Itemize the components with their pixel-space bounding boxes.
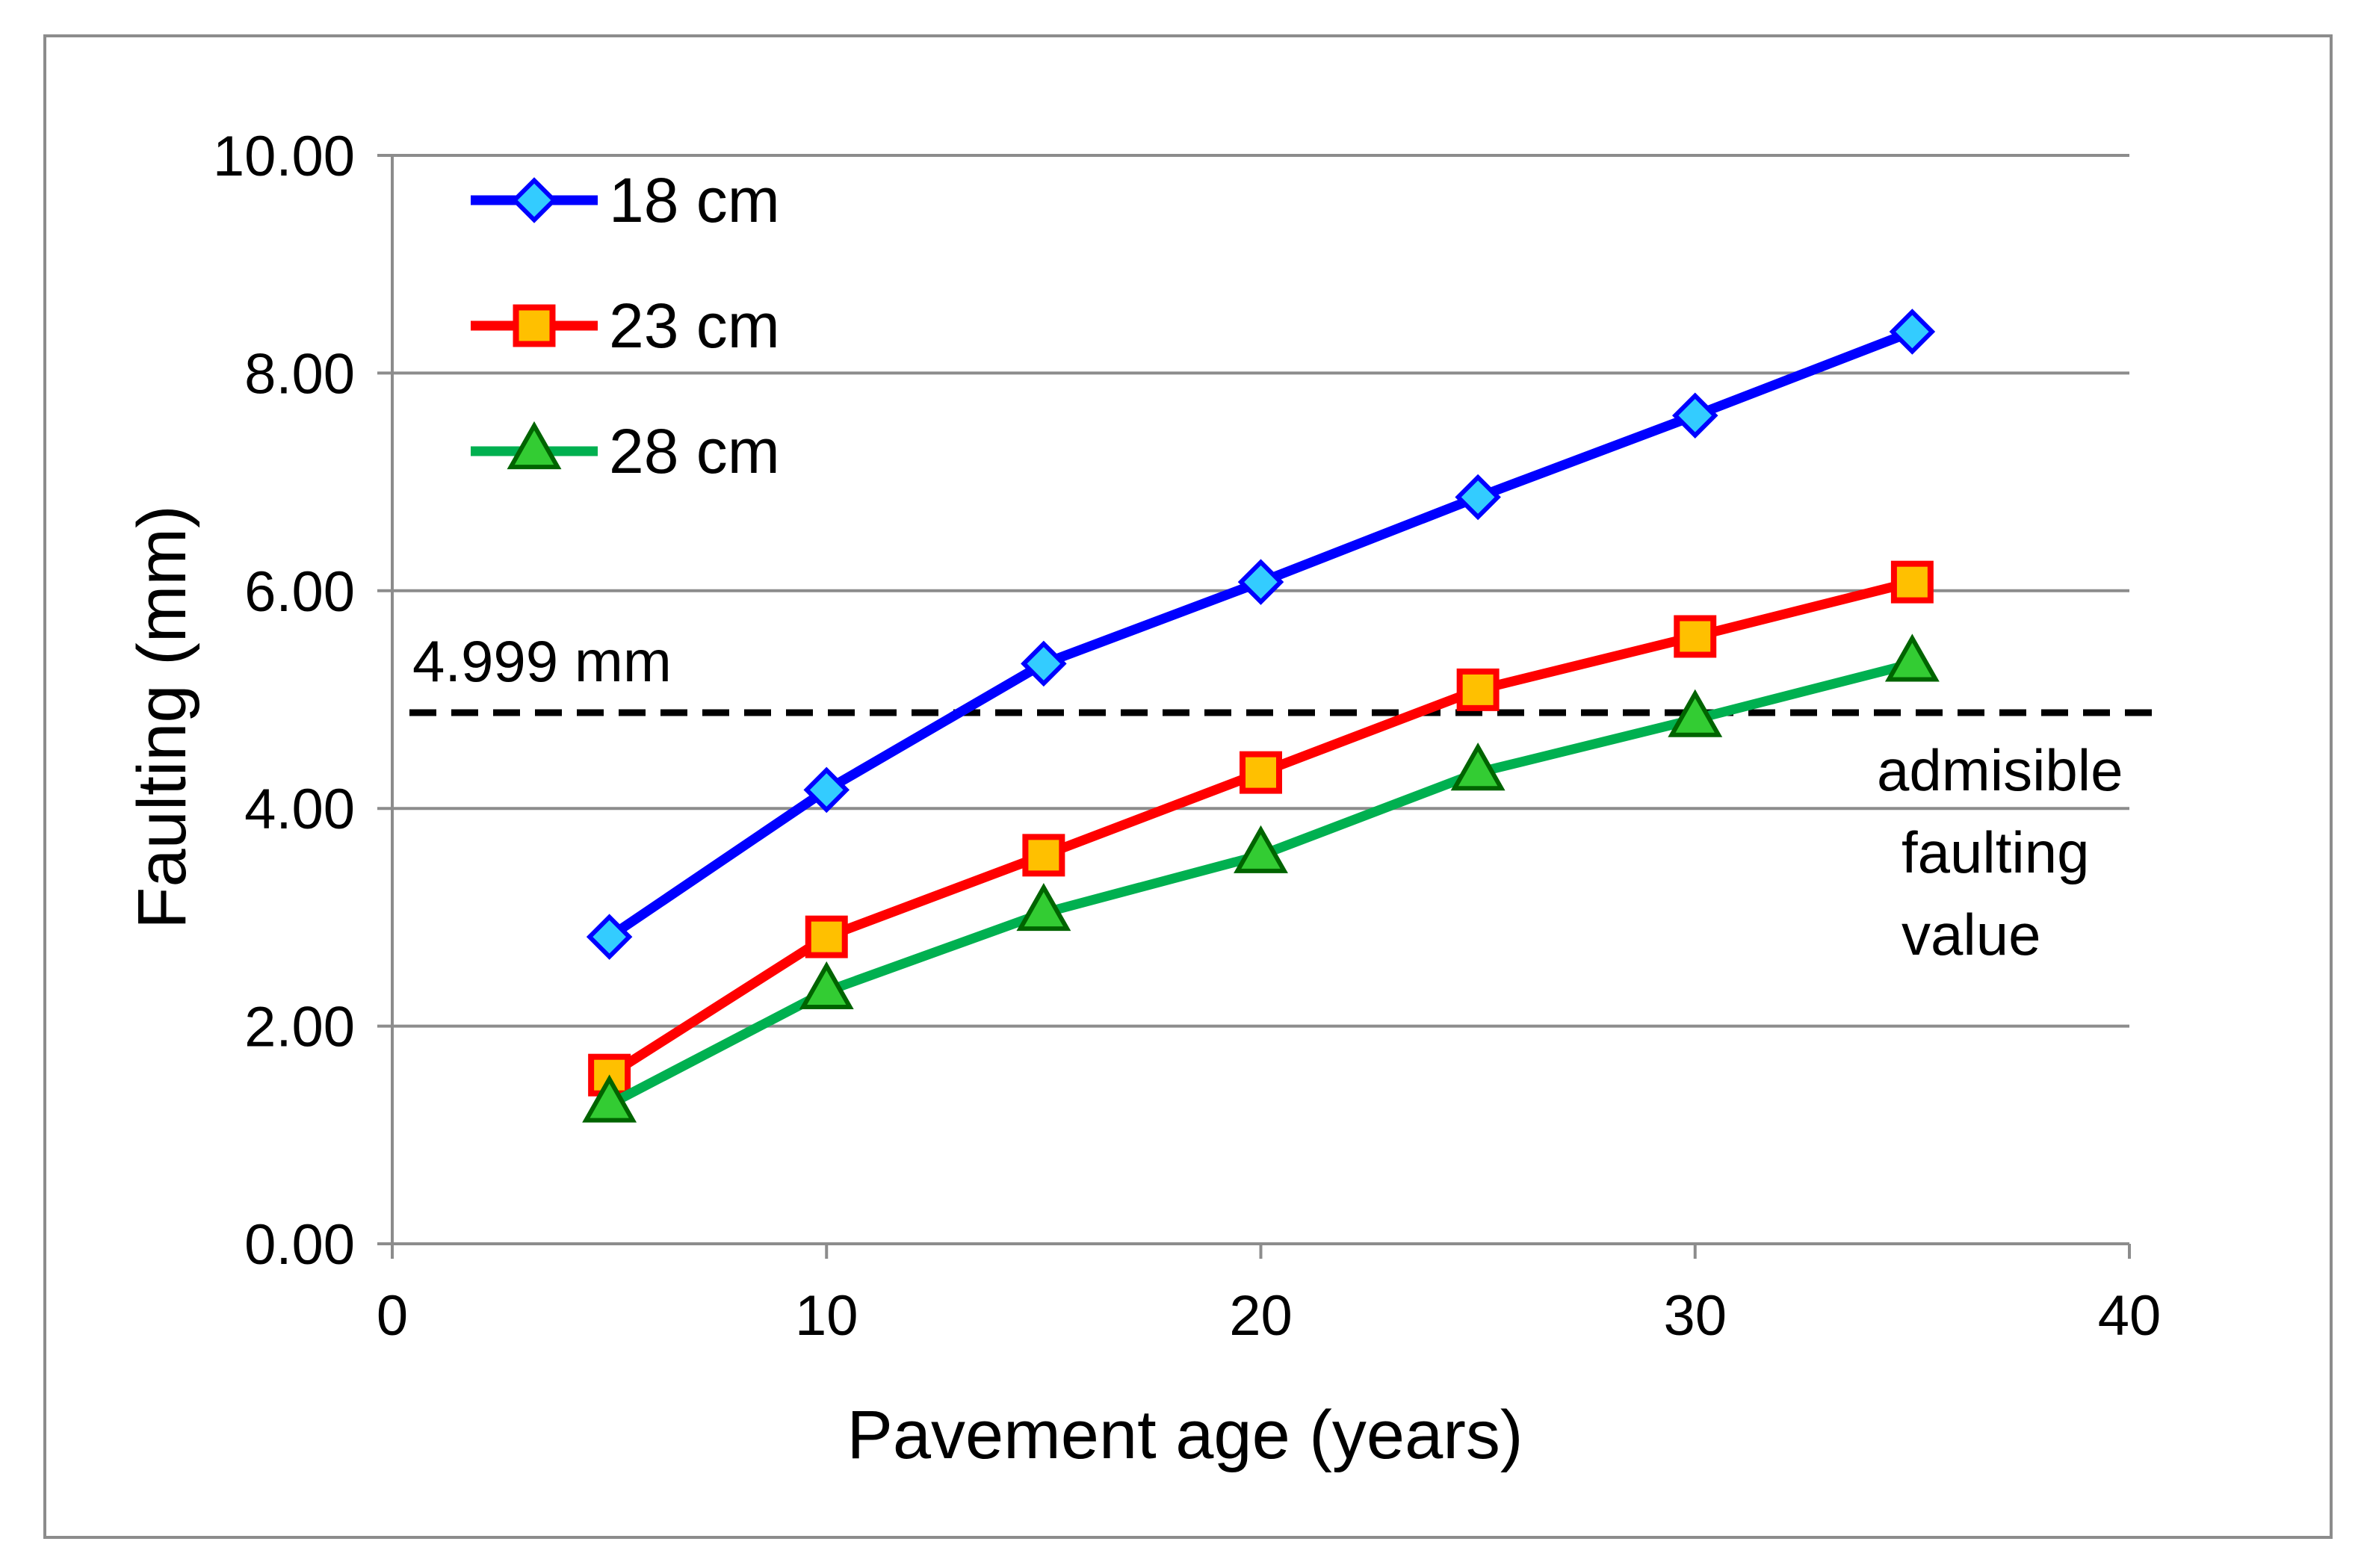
- data-point-square: [1022, 834, 1065, 877]
- data-point-diamond: [1671, 392, 1718, 439]
- data-point-diamond: [1455, 474, 1501, 521]
- data-point-triangle: [1668, 689, 1723, 737]
- data-point-diamond: [803, 766, 850, 814]
- axes: [377, 154, 2131, 1259]
- data-point-diamond: [586, 914, 633, 960]
- legend-label: 18 cm: [609, 165, 780, 235]
- series-18-cm: [586, 309, 1936, 960]
- legend-marker-square: [513, 304, 556, 347]
- y-tick-label: 10.00: [213, 125, 355, 188]
- data-point-diamond: [1237, 559, 1284, 605]
- data-point-square: [1240, 751, 1282, 794]
- data-point-square: [1674, 615, 1717, 658]
- legend-label: 28 cm: [609, 416, 780, 486]
- series-23-cm: [588, 560, 1934, 1097]
- series-28-cm: [582, 633, 1940, 1123]
- y-tick-label: 0.00: [244, 1213, 355, 1277]
- y-axis-title: Faulting (mm): [124, 505, 200, 929]
- threshold-label: 4.999 mm: [412, 628, 672, 694]
- x-tick-label: 40: [2098, 1284, 2162, 1348]
- y-tick-label: 6.00: [244, 560, 355, 624]
- x-tick-label: 20: [1229, 1284, 1293, 1348]
- x-axis-title: Pavement age (years): [847, 1397, 1523, 1473]
- legend: 18 cm 23 cm 28 cm: [471, 165, 780, 486]
- annotation-admisible: admisible: [1877, 737, 2123, 803]
- data-point-square: [805, 915, 848, 958]
- legend-label: 23 cm: [609, 291, 780, 361]
- data-point-triangle: [799, 961, 854, 1010]
- data-point-diamond: [1889, 309, 1936, 355]
- y-tick-label: 2.00: [244, 996, 355, 1059]
- chart-frame: [43, 34, 2333, 1539]
- x-tick-label: 10: [795, 1284, 858, 1348]
- data-point-square: [1890, 560, 1934, 604]
- legend-marker-diamond: [511, 177, 557, 223]
- annotation-value: value: [1902, 902, 2040, 967]
- legend-marker-triangle: [507, 421, 562, 470]
- data-point-triangle: [1450, 743, 1506, 791]
- data-point-triangle: [1884, 633, 1940, 682]
- data-point-triangle: [1234, 825, 1288, 873]
- x-tick-label: 0: [377, 1284, 408, 1348]
- data-point-triangle: [582, 1074, 637, 1123]
- y-tick-label: 8.00: [244, 342, 355, 406]
- data-point-square: [1456, 668, 1500, 711]
- data-point-triangle: [1016, 882, 1071, 932]
- data-point-diamond: [1021, 640, 1067, 687]
- x-tick-label: 30: [1663, 1284, 1727, 1348]
- annotation-faulting: faulting: [1902, 819, 2090, 885]
- tick-labels: 0.00 2.00 4.00 6.00 8.00 10.00 0 10 20 30 40: [213, 125, 2161, 1348]
- series-lines: [582, 309, 1940, 1123]
- y-tick-label: 4.00: [244, 778, 355, 841]
